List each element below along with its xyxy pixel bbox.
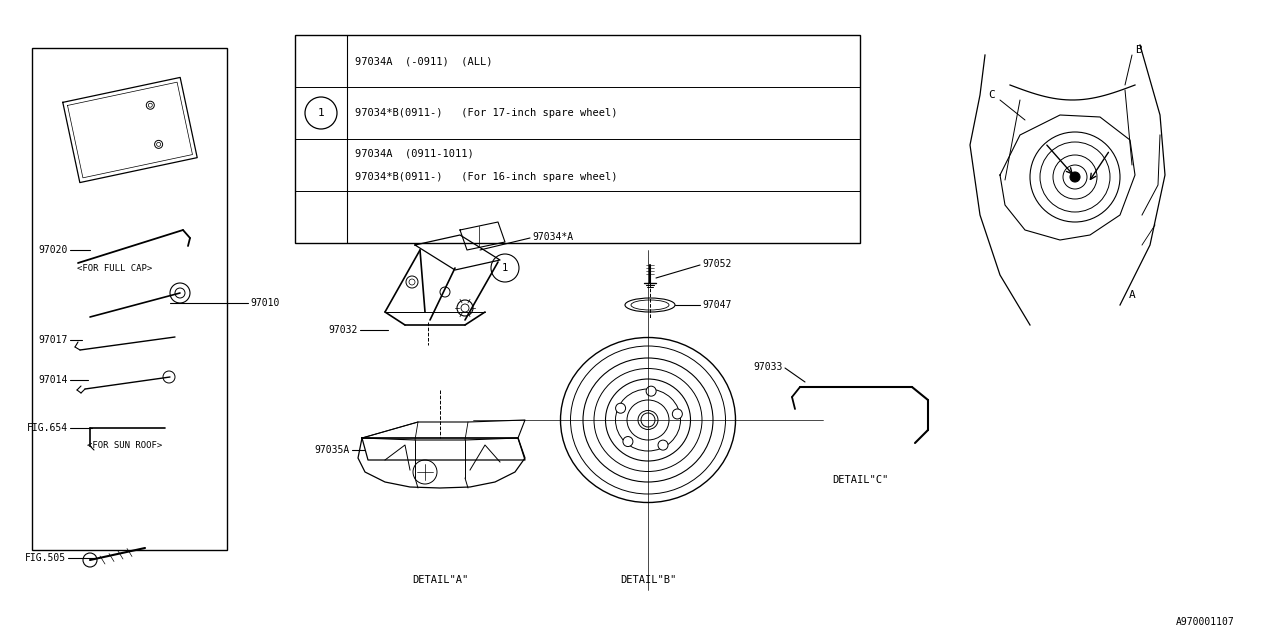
Text: 1: 1 xyxy=(317,108,324,118)
Ellipse shape xyxy=(637,410,658,429)
Ellipse shape xyxy=(625,298,675,312)
Text: 97047: 97047 xyxy=(701,300,731,310)
Text: DETAIL"A": DETAIL"A" xyxy=(412,575,468,585)
Text: C: C xyxy=(988,90,996,100)
Text: FIG.654: FIG.654 xyxy=(27,423,68,433)
Text: 97020: 97020 xyxy=(38,245,68,255)
Ellipse shape xyxy=(631,300,669,310)
Circle shape xyxy=(457,300,474,316)
Text: DETAIL"C": DETAIL"C" xyxy=(832,475,888,485)
Circle shape xyxy=(155,140,163,148)
Ellipse shape xyxy=(627,400,669,440)
Text: B: B xyxy=(1134,45,1142,55)
Circle shape xyxy=(440,287,451,297)
Circle shape xyxy=(658,440,668,450)
Circle shape xyxy=(83,553,97,567)
Text: 97017: 97017 xyxy=(38,335,68,345)
Bar xyxy=(32,48,227,550)
Circle shape xyxy=(163,371,175,383)
Circle shape xyxy=(148,103,152,108)
Circle shape xyxy=(175,288,186,298)
Circle shape xyxy=(616,403,626,413)
Circle shape xyxy=(410,279,415,285)
Ellipse shape xyxy=(616,389,681,451)
Circle shape xyxy=(1062,165,1087,189)
Ellipse shape xyxy=(582,358,713,482)
Circle shape xyxy=(146,101,155,109)
Circle shape xyxy=(1070,172,1080,182)
Circle shape xyxy=(413,460,436,484)
Circle shape xyxy=(492,254,518,282)
Text: 97035A: 97035A xyxy=(315,445,349,455)
Text: <FOR SUN ROOF>: <FOR SUN ROOF> xyxy=(87,440,163,449)
Text: 1: 1 xyxy=(502,263,508,273)
Circle shape xyxy=(641,413,655,427)
Circle shape xyxy=(406,276,419,288)
Text: 97032: 97032 xyxy=(329,325,358,335)
Ellipse shape xyxy=(594,369,701,472)
Text: 97034A  (0911-1011): 97034A (0911-1011) xyxy=(355,148,474,158)
Text: A: A xyxy=(1129,290,1135,300)
Text: FIG.505: FIG.505 xyxy=(24,553,67,563)
Bar xyxy=(294,35,860,243)
Text: 97034*B(0911-)   (For 16-inch spare wheel): 97034*B(0911-) (For 16-inch spare wheel) xyxy=(355,172,617,182)
Text: 97052: 97052 xyxy=(701,259,731,269)
Text: DETAIL"B": DETAIL"B" xyxy=(620,575,676,585)
Circle shape xyxy=(672,409,682,419)
Text: 97034*B(0911-)   (For 17-inch spare wheel): 97034*B(0911-) (For 17-inch spare wheel) xyxy=(355,108,617,118)
Circle shape xyxy=(1039,142,1110,212)
Text: <FOR FULL CAP>: <FOR FULL CAP> xyxy=(77,264,152,273)
Circle shape xyxy=(623,436,632,447)
Text: 97033: 97033 xyxy=(754,362,783,372)
Text: A970001107: A970001107 xyxy=(1176,617,1235,627)
Circle shape xyxy=(170,283,189,303)
Circle shape xyxy=(646,386,657,396)
Circle shape xyxy=(1053,155,1097,199)
Ellipse shape xyxy=(605,379,690,461)
Circle shape xyxy=(1030,132,1120,222)
Text: 97034*A: 97034*A xyxy=(532,232,573,242)
Text: 97034A  (-0911)  (ALL): 97034A (-0911) (ALL) xyxy=(355,56,493,66)
Circle shape xyxy=(461,304,468,312)
Text: 97014: 97014 xyxy=(38,375,68,385)
Text: 97010: 97010 xyxy=(250,298,279,308)
Circle shape xyxy=(305,97,337,129)
Circle shape xyxy=(156,142,160,147)
Ellipse shape xyxy=(561,337,736,502)
Ellipse shape xyxy=(571,346,726,494)
